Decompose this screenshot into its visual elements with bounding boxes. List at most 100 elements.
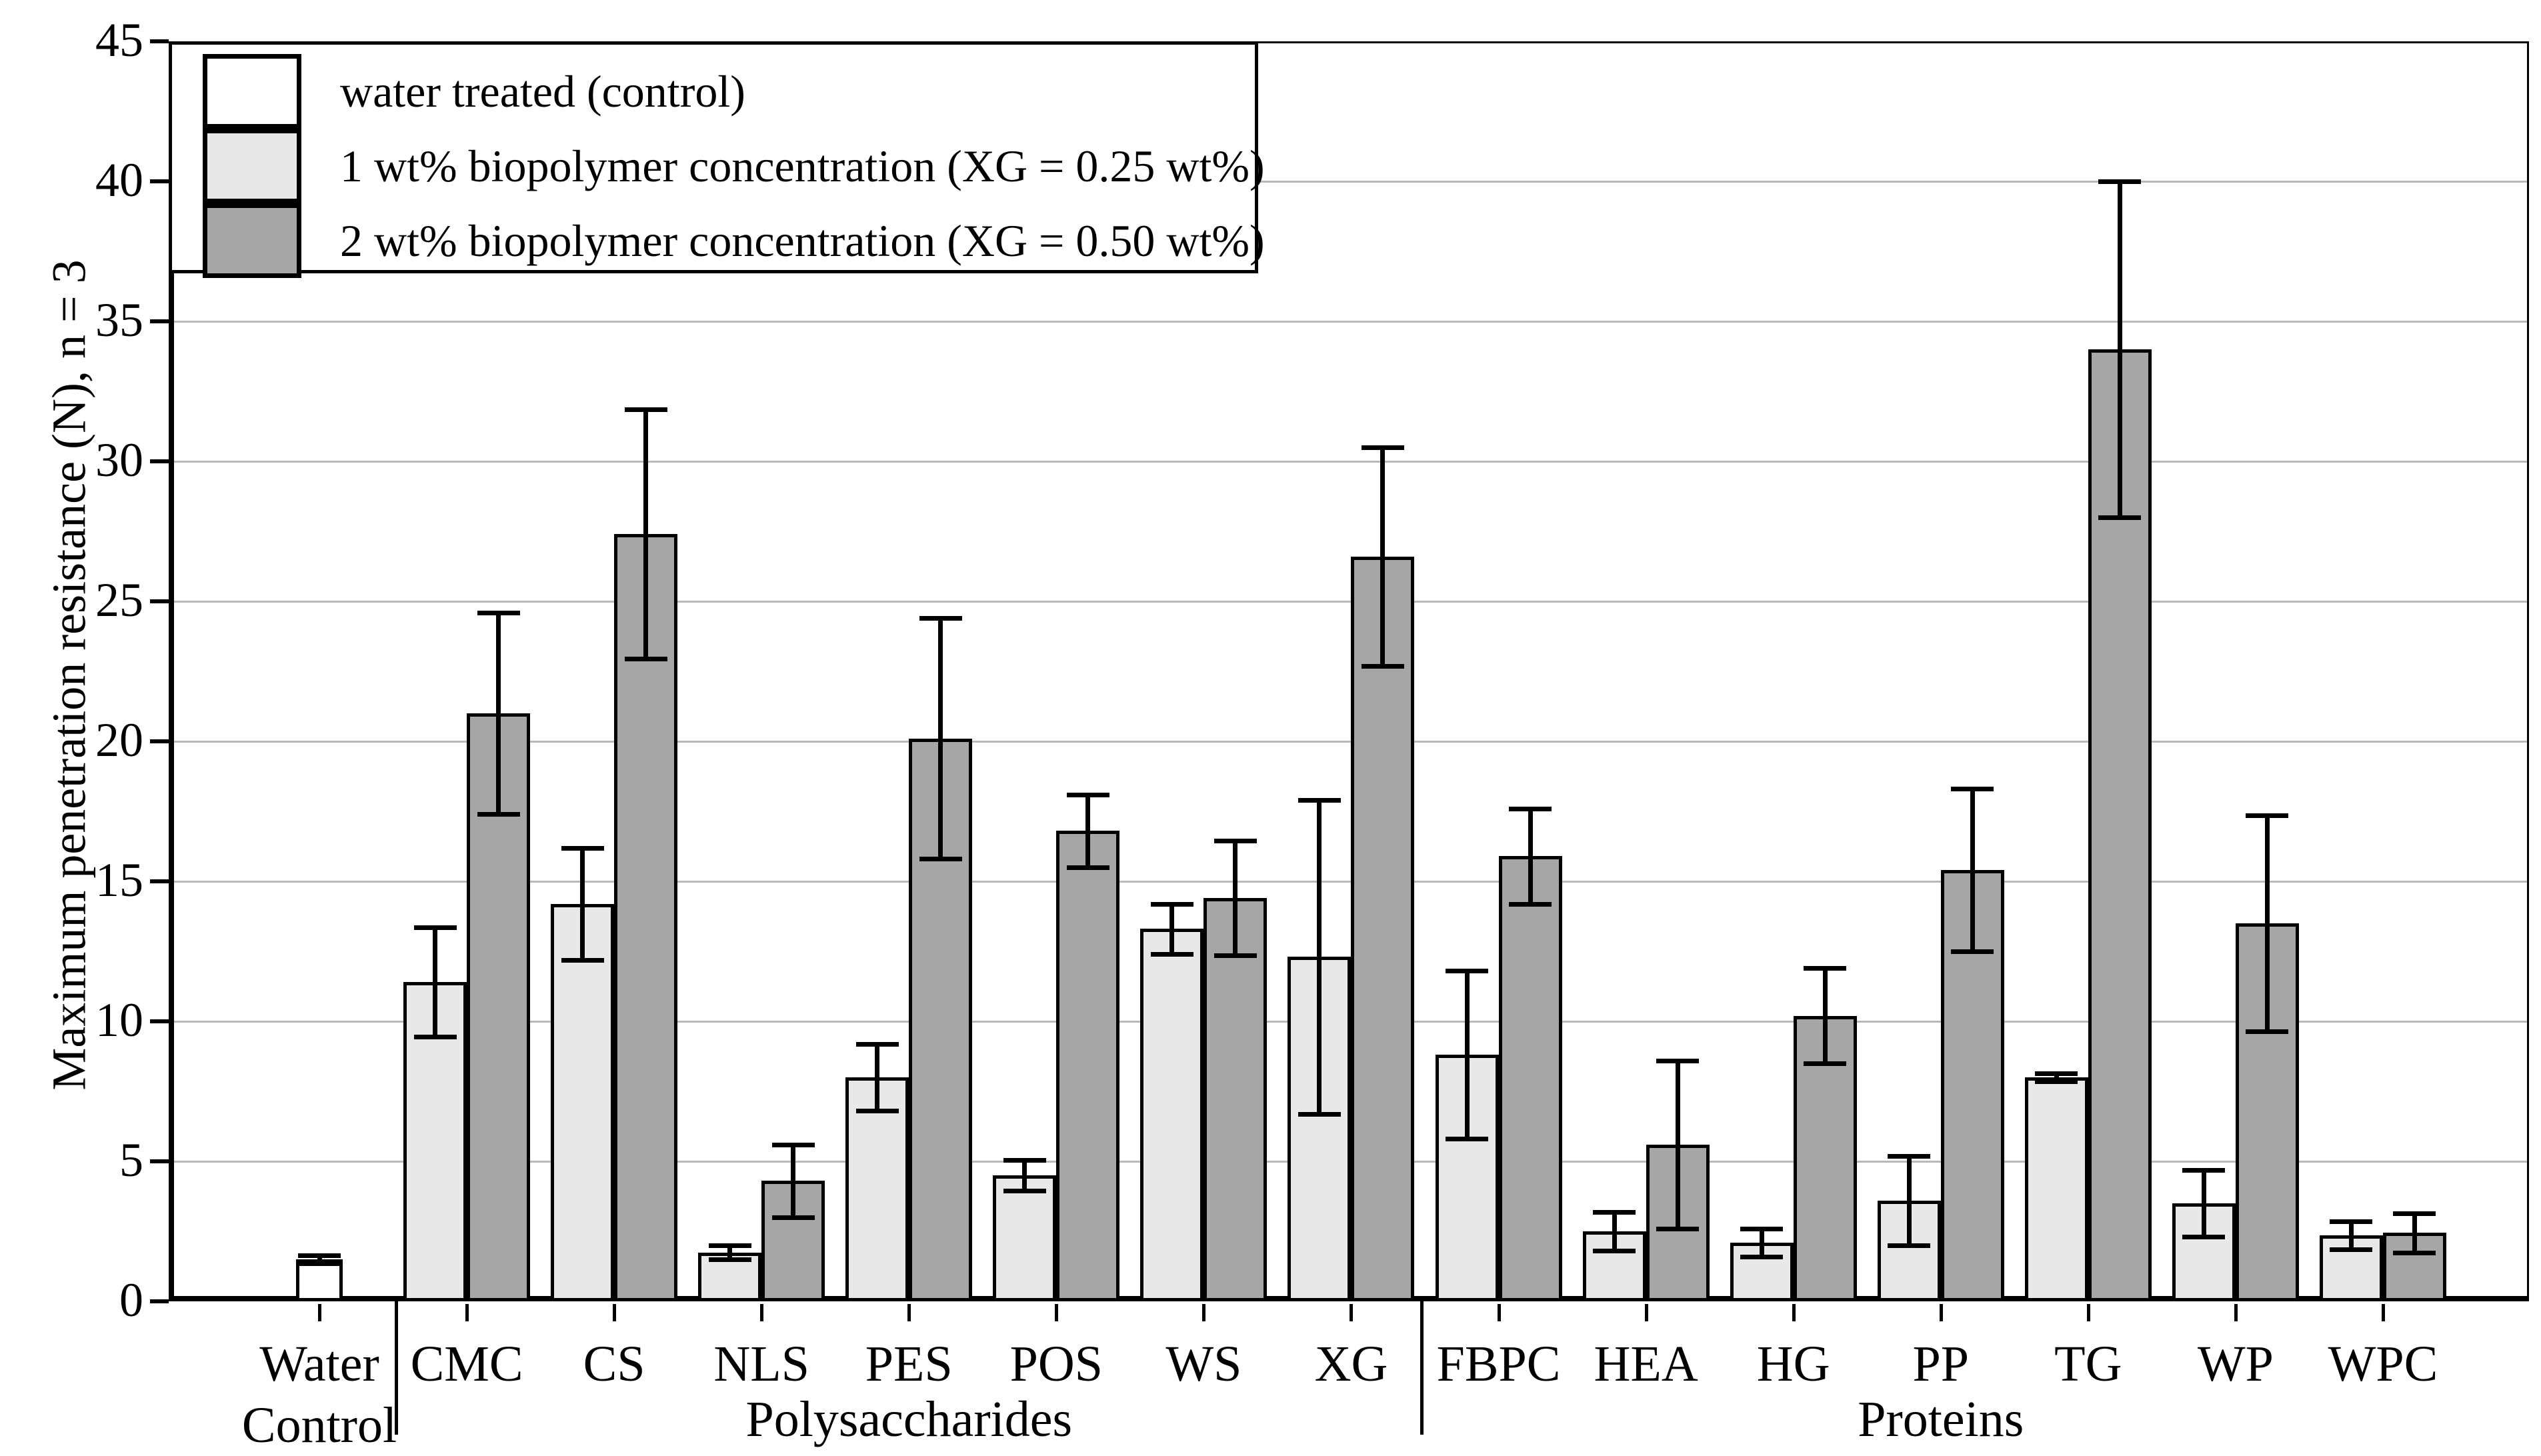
bar-Water-Control-control-error-cap-bottom	[298, 1261, 341, 1267]
bar-FBPC-2wt-error-cap-bottom	[1509, 901, 1552, 907]
bar-CMC-1wt-error-cap-top	[413, 925, 457, 931]
bar-PP-1wt-error	[1906, 1155, 1912, 1245]
legend-item-1wt: 1 wt% biopolymer concentration (XG = 0.2…	[203, 129, 1265, 203]
bar-FBPC-1wt-error	[1464, 971, 1470, 1139]
bar-WPC-2wt-error-cap-bottom	[2393, 1250, 2436, 1255]
legend-swatch-control	[203, 54, 301, 129]
x-tick-HG	[1792, 1304, 1796, 1321]
x-tick-XG	[1350, 1304, 1354, 1321]
x-tick-WPC	[2381, 1304, 2385, 1321]
bar-Water-Control-control-error	[317, 1255, 322, 1264]
bar-CMC-2wt-error-cap-bottom	[477, 812, 520, 817]
gridline-25	[174, 601, 2527, 603]
bar-WPC-1wt-error-cap-top	[2330, 1219, 2373, 1225]
bar-PES-2wt-error-cap-top	[919, 616, 962, 621]
bar-HG-1wt-error-cap-bottom	[1740, 1254, 1784, 1259]
x-tick-HEA	[1644, 1304, 1648, 1321]
bar-Water-Control-control-error-cap-top	[298, 1253, 341, 1258]
y-tick-label-35: 35	[95, 293, 143, 347]
bar-XG-1wt-error-cap-top	[1298, 798, 1341, 803]
bar-FBPC-2wt-error-cap-top	[1509, 806, 1552, 811]
bar-POS-1wt-error	[1022, 1159, 1027, 1191]
bar-WS-1wt	[1140, 929, 1204, 1301]
y-tick-label-15: 15	[95, 853, 143, 907]
gridline-40	[174, 181, 2527, 183]
x-category-label-XG: XG	[1314, 1336, 1388, 1392]
bar-WPC-1wt-error	[2348, 1221, 2354, 1250]
bar-WS-2wt-error-cap-bottom	[1213, 953, 1257, 959]
y-tick-5	[150, 1159, 169, 1163]
x-tick-WP	[2234, 1304, 2238, 1321]
x-category-label-HG: HG	[1756, 1336, 1830, 1392]
bar-PES-1wt-error	[875, 1043, 880, 1111]
bar-WP-2wt-error-cap-bottom	[2246, 1029, 2289, 1034]
bar-HEA-2wt-error	[1675, 1060, 1680, 1229]
y-tick-15	[150, 879, 169, 883]
bar-TG-1wt	[2024, 1077, 2088, 1301]
x-tick-TG	[2086, 1304, 2090, 1321]
bar-CS-2wt	[614, 534, 678, 1301]
bar-WP-1wt-error-cap-bottom	[2182, 1235, 2226, 1240]
y-tick-label-40: 40	[95, 153, 143, 207]
x-category-label-Water-Control: Water Control	[241, 1336, 397, 1453]
bar-PP-1wt-error-cap-top	[1888, 1153, 1931, 1159]
bar-POS-1wt-error-cap-bottom	[1003, 1189, 1046, 1194]
x-tick-FBPC	[1497, 1304, 1501, 1321]
bar-WS-1wt-error	[1169, 903, 1175, 955]
bar-WPC-1wt-error-cap-bottom	[2330, 1247, 2373, 1253]
bar-XG-2wt-error	[1380, 447, 1386, 666]
bar-PP-1wt-error-cap-bottom	[1888, 1243, 1931, 1248]
x-tick-Water-Control	[318, 1304, 321, 1321]
x-category-label-HEA: HEA	[1594, 1336, 1698, 1392]
bar-HG-1wt-error	[1759, 1228, 1764, 1257]
bar-FBPC-2wt-error	[1528, 808, 1533, 904]
bar-XG-2wt	[1351, 556, 1415, 1301]
bar-TG-1wt-error-cap-bottom	[2035, 1079, 2078, 1085]
y-tick-25	[150, 599, 169, 603]
bar-WS-1wt-error-cap-bottom	[1150, 952, 1193, 957]
y-tick-label-0: 0	[119, 1273, 143, 1327]
x-category-label-CMC: CMC	[410, 1336, 523, 1392]
bar-WS-2wt-error	[1233, 841, 1238, 956]
bar-HEA-2wt-error-cap-top	[1656, 1058, 1700, 1063]
bar-WP-2wt-error	[2264, 815, 2270, 1031]
x-category-label-PES: PES	[865, 1336, 953, 1392]
x-tick-POS	[1055, 1304, 1059, 1321]
gridline-15	[174, 881, 2527, 883]
bar-WP-2wt-error-cap-top	[2246, 813, 2289, 819]
bar-POS-2wt-error	[1085, 794, 1091, 867]
bar-PES-1wt-error-cap-bottom	[855, 1109, 899, 1114]
legend-item-control: water treated (control)	[203, 54, 1255, 129]
x-category-label-TG: TG	[2054, 1336, 2122, 1392]
bar-CS-2wt-error-cap-top	[624, 407, 667, 413]
bar-Water-Control-control	[296, 1259, 343, 1301]
x-category-label-WS: WS	[1165, 1336, 1242, 1392]
bar-TG-2wt-error-cap-bottom	[2098, 515, 2142, 520]
bar-PP-2wt-error	[1970, 789, 1975, 951]
bar-WS-2wt	[1203, 898, 1267, 1301]
x-category-label-CS: CS	[583, 1336, 645, 1392]
bar-NLS-1wt-error-cap-bottom	[708, 1257, 751, 1262]
bar-HG-2wt-error	[1822, 968, 1828, 1063]
bar-POS-2wt-error-cap-top	[1066, 792, 1109, 797]
x-tick-NLS	[760, 1304, 764, 1321]
y-tick-40	[150, 179, 169, 183]
y-tick-30	[150, 459, 169, 463]
bar-HG-2wt-error-cap-top	[1804, 966, 1847, 971]
y-tick-label-5: 5	[119, 1133, 143, 1187]
bar-XG-2wt-error-cap-bottom	[1361, 663, 1404, 669]
bar-CS-1wt-error-cap-top	[561, 845, 604, 851]
bar-TG-1wt-error-cap-top	[2035, 1071, 2078, 1076]
x-category-label-NLS: NLS	[713, 1336, 809, 1392]
bar-WPC-2wt-error-cap-top	[2393, 1211, 2436, 1216]
bar-HEA-2wt-error-cap-bottom	[1656, 1226, 1700, 1231]
bar-POS-1wt-error-cap-top	[1003, 1157, 1046, 1163]
x-category-label-WP: WP	[2197, 1336, 2274, 1392]
bar-PP-2wt-error-cap-bottom	[1951, 949, 1994, 954]
bar-HEA-1wt-error-cap-bottom	[1593, 1249, 1636, 1254]
x-tick-PES	[907, 1304, 911, 1321]
bar-WPC-2wt-error	[2412, 1213, 2417, 1253]
bar-XG-1wt-error-cap-bottom	[1298, 1111, 1341, 1117]
x-category-label-PP: PP	[1912, 1336, 1970, 1392]
